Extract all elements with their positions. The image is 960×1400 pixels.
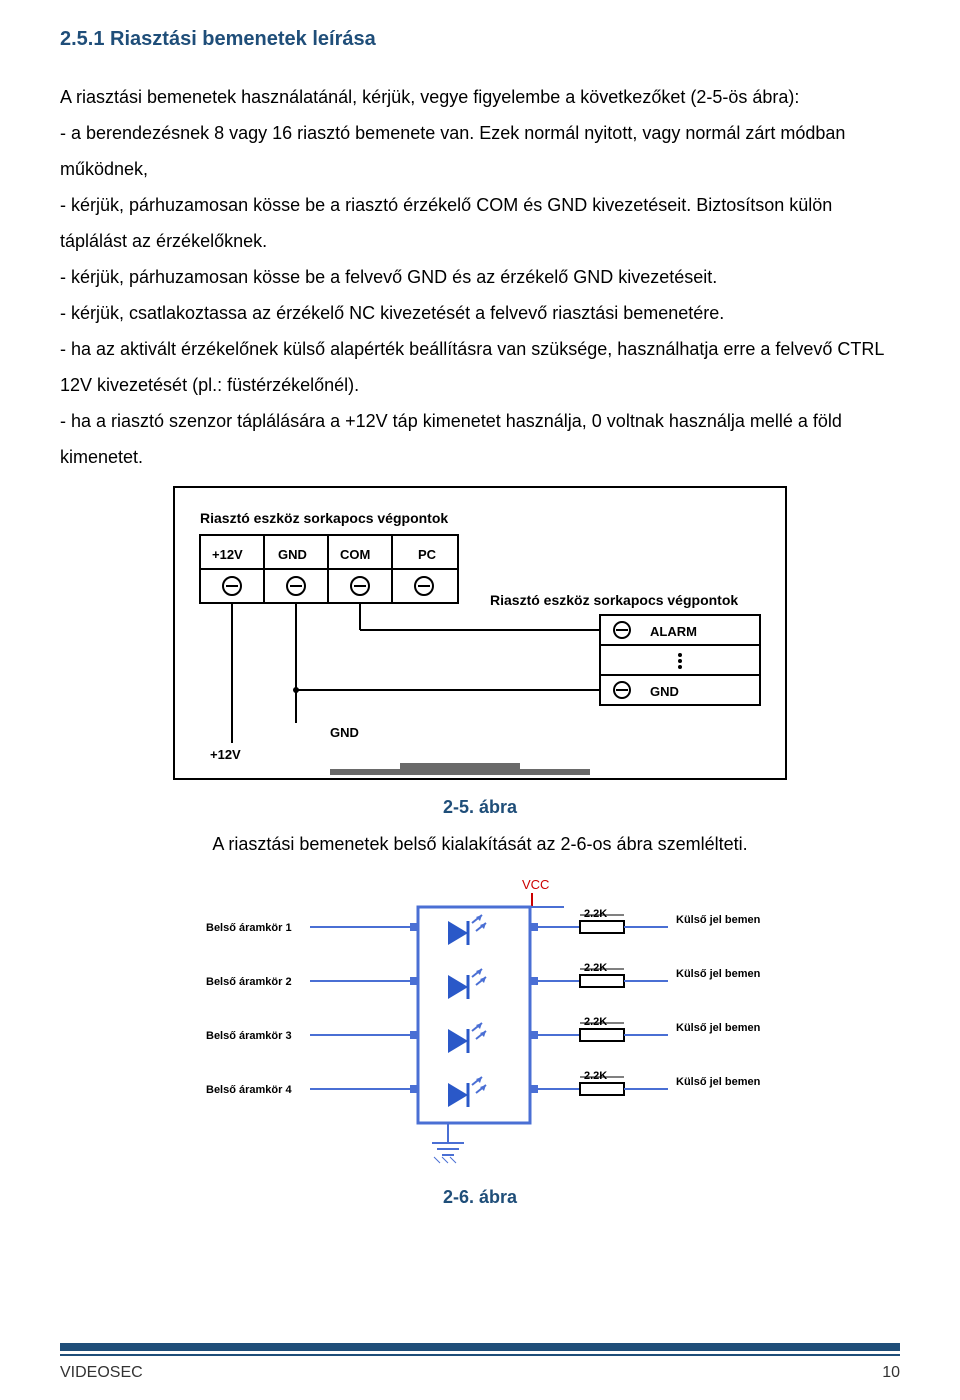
right-label: Külső jel bemenet 2 xyxy=(676,968,760,980)
figure-caption: 2-5. ábra xyxy=(60,797,900,818)
page-number: 10 xyxy=(882,1364,900,1382)
fig1-title-right: Riasztó eszköz sorkapocs végpontok xyxy=(490,592,738,608)
circuit-row: Belső áramkör 1 2.2K Külső jel bem xyxy=(206,908,760,945)
fig1-terminal-label: GND xyxy=(278,547,307,562)
fig1-right-terminal: GND xyxy=(650,684,679,699)
resistor-value: 2.2K xyxy=(584,962,607,974)
paragraph: - kérjük, csatlakoztassa az érzékelő NC … xyxy=(60,295,900,331)
right-label: Külső jel bemenet 3 xyxy=(676,1022,760,1034)
right-label: Külső jel bemenet 4 xyxy=(676,1076,760,1088)
left-label: Belső áramkör 4 xyxy=(206,1084,292,1096)
circuit-row: Belső áramkör 3 2.2K Külső jel bemenet 3 xyxy=(206,1016,760,1053)
resistor-value: 2.2K xyxy=(584,1016,607,1028)
left-label: Belső áramkör 1 xyxy=(206,922,292,934)
left-label: Belső áramkör 3 xyxy=(206,1030,292,1042)
fig1-terminal-label: COM xyxy=(340,547,370,562)
resistor-value: 2.2K xyxy=(584,1070,607,1082)
paragraph: - ha a riasztó szenzor táplálására a +12… xyxy=(60,403,900,475)
vcc-label: VCC xyxy=(522,877,549,892)
figure-2-6-diagram: VCC Belső áramkör 1 xyxy=(200,873,760,1173)
figure-2-5-diagram: Riasztó eszköz sorkapocs végpontok +12V … xyxy=(170,483,790,783)
paragraph: A riasztási bemenetek használatánál, kér… xyxy=(60,79,900,115)
paragraph: - a berendezésnek 8 vagy 16 riasztó beme… xyxy=(60,115,900,187)
figure-caption: 2-6. ábra xyxy=(60,1187,900,1208)
left-label: Belső áramkör 2 xyxy=(206,976,292,988)
right-label: Külső jel bemenet 1 xyxy=(676,914,760,926)
fig1-bottom-label: GND xyxy=(330,725,359,740)
paragraph: - kérjük, párhuzamosan kösse be a felvev… xyxy=(60,259,900,295)
fig1-terminal-label: +12V xyxy=(212,547,243,562)
footer-brand: VIDEOSEC xyxy=(60,1364,143,1382)
circuit-row: Belső áramkör 4 2.2K Külső jel bemenet 4 xyxy=(206,1070,760,1107)
body-text-block: A riasztási bemenetek használatánál, kér… xyxy=(60,79,900,475)
fig1-bottom-label: +12V xyxy=(210,747,241,762)
resistor-value: 2.2K xyxy=(584,908,607,920)
fig1-terminal-label: PC xyxy=(418,547,437,562)
fig1-right-terminal: ALARM xyxy=(650,624,697,639)
paragraph: - ha az aktivált érzékelőnek külső alapé… xyxy=(60,331,900,403)
section-heading: 2.5.1 Riasztási bemenetek leírása xyxy=(60,28,900,51)
paragraph: - kérjük, párhuzamosan kösse be a riaszt… xyxy=(60,187,900,259)
fig1-title-left: Riasztó eszköz sorkapocs végpontok xyxy=(200,510,448,526)
page-footer: VIDEOSEC 10 xyxy=(60,1343,900,1382)
figure-subcaption: A riasztási bemenetek belső kialakítását… xyxy=(60,834,900,855)
circuit-row: Belső áramkör 2 2.2K Külső jel bemenet 2 xyxy=(206,962,760,999)
